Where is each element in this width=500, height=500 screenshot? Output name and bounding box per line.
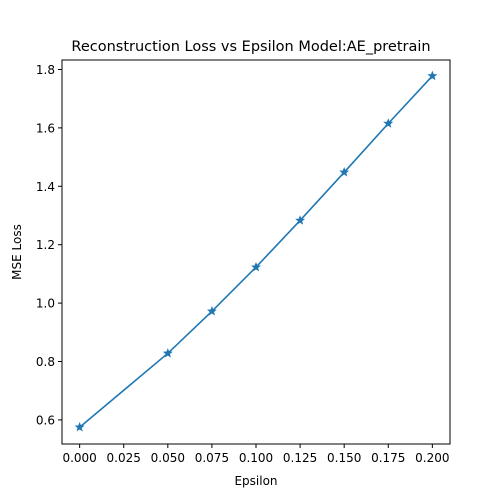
data-point-marker: [339, 167, 350, 177]
y-tick-label: 0.6: [36, 413, 55, 427]
data-point-marker: [427, 70, 438, 81]
series-line: [79, 75, 433, 428]
x-tick-label: 0.125: [283, 451, 317, 465]
data-point-marker: [251, 261, 261, 272]
x-tick-label: 0.100: [239, 451, 273, 465]
data-point-marker: [74, 421, 85, 432]
data-point-marker: [162, 348, 173, 358]
y-axis-label: MSE Loss: [10, 224, 24, 280]
x-axis-label: Epsilon: [234, 474, 277, 488]
x-tick-label: 0.175: [371, 451, 405, 465]
y-tick-label: 1.2: [36, 238, 55, 252]
x-axis-ticks: 0.000 0.025 0.050 0.075 0.100 0.125 0.150 0.175…: [62, 444, 450, 465]
data-point-marker: [295, 215, 306, 225]
y-tick-label: 1.0: [36, 297, 55, 311]
x-tick-label: 0.050: [151, 451, 185, 465]
y-axis-ticks: 0.6 0.8 1.0 1.2 1.4 1.6 1.8: [36, 63, 62, 427]
x-tick-label: 0.000: [62, 451, 96, 465]
x-tick-label: 0.200: [415, 451, 449, 465]
x-tick-label: 0.075: [195, 451, 229, 465]
data-point-marker: [206, 306, 217, 316]
y-tick-label: 1.6: [36, 121, 55, 135]
x-tick-label: 0.025: [107, 451, 141, 465]
data-point-marker: [383, 118, 394, 128]
x-tick-label: 0.150: [327, 451, 361, 465]
y-tick-label: 0.8: [36, 355, 55, 369]
y-tick-label: 1.4: [36, 180, 55, 194]
plot-area-frame: [61, 59, 451, 445]
chart-title: Reconstruction Loss vs Epsilon Model:AE_…: [71, 39, 430, 55]
y-tick-label: 1.8: [36, 63, 55, 77]
series-layer: [74, 70, 438, 432]
